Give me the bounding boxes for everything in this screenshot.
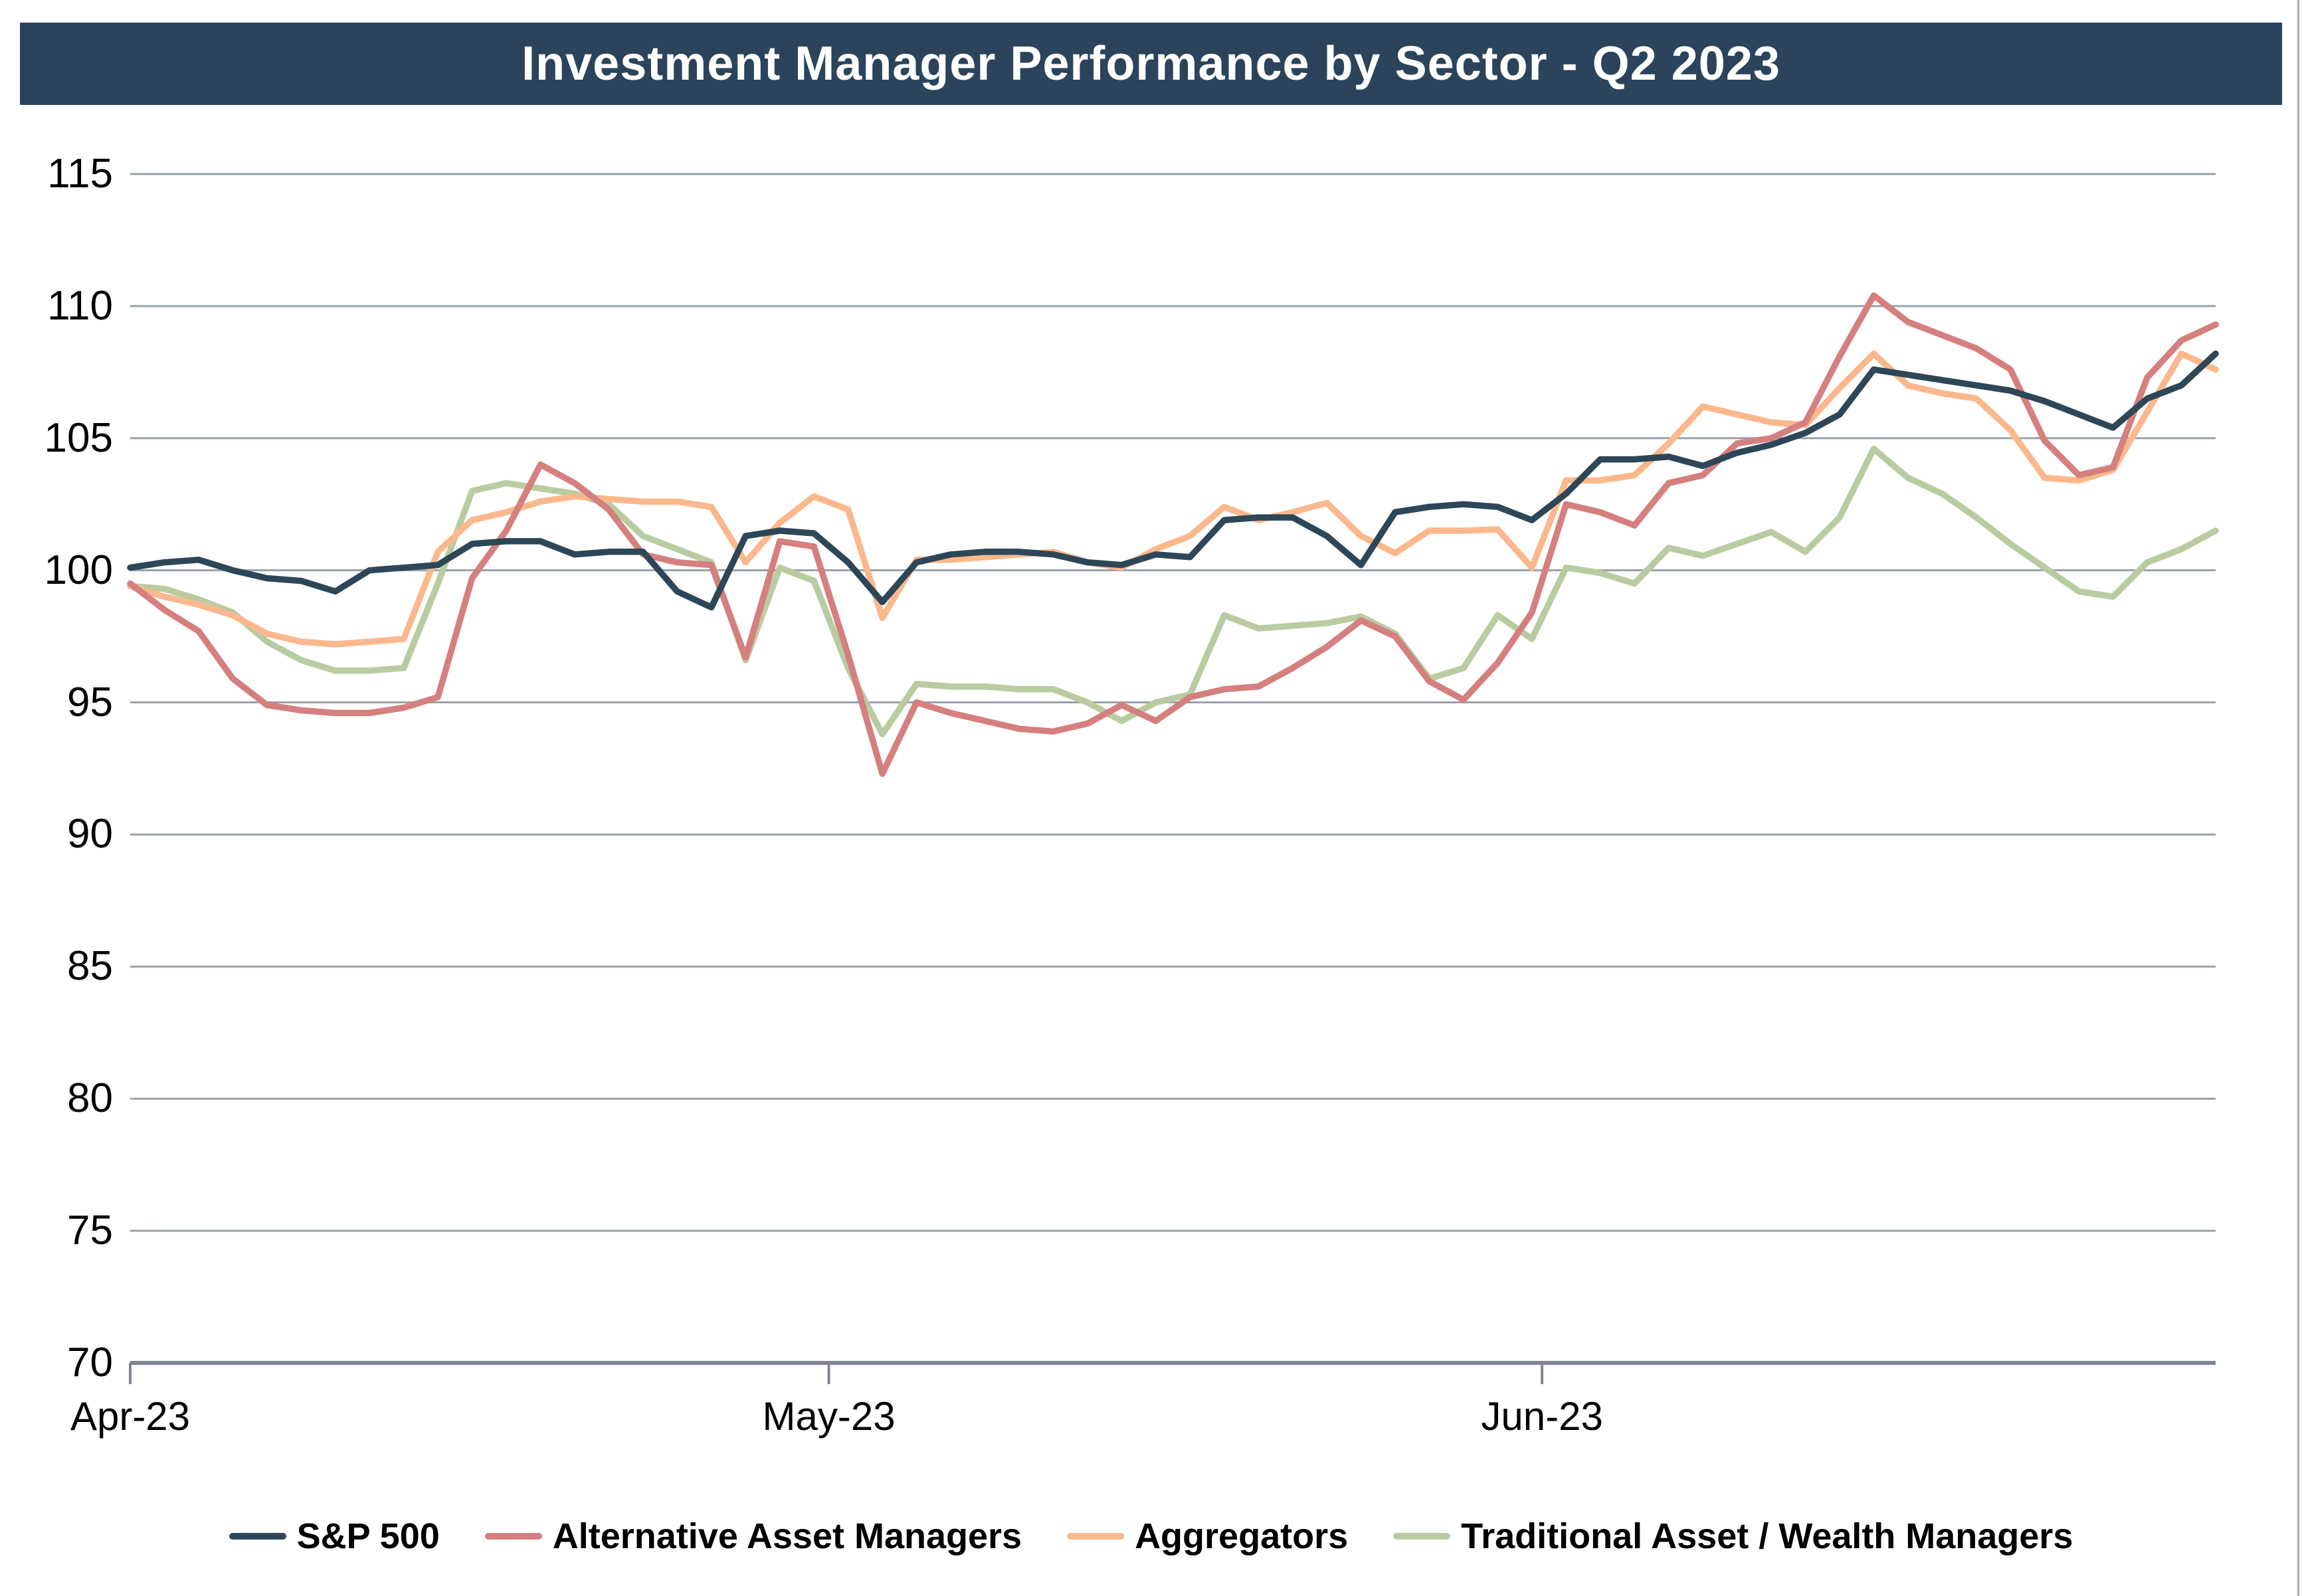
legend-line-swatch [484,1533,542,1540]
x-axis-tick-label: May-23 [762,1394,896,1439]
legend-line-swatch [1393,1533,1451,1540]
legend-item-traditional-asset-wealth-managers: Traditional Asset / Wealth Managers [1393,1516,2073,1557]
legend-item-alternative-asset-managers: Alternative Asset Managers [484,1516,1022,1557]
y-axis-tick-label: 105 [44,414,113,461]
chart-legend: S&P 500 Alternative Asset Managers Aggrega… [0,1516,2302,1557]
y-axis-tick-label: 85 [67,943,113,990]
x-axis-tick-label: Jun-23 [1481,1394,1603,1439]
y-axis-tick-label: 95 [67,679,113,725]
series-line-traditional-asset-wealth-managers [127,445,2219,738]
chart-title: Investment Manager Performance by Sector… [522,37,1780,90]
y-axis-tick-label: 80 [67,1075,113,1122]
y-axis-tick-label: 75 [67,1207,113,1254]
y-axis-tick-label: 115 [47,151,113,197]
legend-label: Alternative Asset Managers [552,1516,1022,1556]
y-axis-tick-label: 90 [67,811,113,857]
legend-line-swatch [1067,1533,1125,1540]
legend-label: Aggregators [1135,1516,1349,1556]
legend-label: S&P 500 [296,1516,440,1556]
legend-item-s-p-500: S&P 500 [229,1516,440,1557]
y-axis-tick-label: 100 [44,547,113,593]
legend-item-aggregators: Aggregators [1067,1516,1348,1557]
series-line-s-p-500 [127,350,2219,611]
chart-title-bar: Investment Manager Performance by Sector… [20,23,2282,105]
series-line-aggregators [127,350,2219,648]
legend-label: Traditional Asset / Wealth Managers [1461,1516,2073,1556]
x-axis-tick-label: Apr-23 [70,1394,191,1439]
window-right-border [2297,0,2299,1596]
y-axis-tick-label: 110 [47,282,113,329]
legend-line-swatch [229,1533,286,1540]
series-line-alternative-asset-managers [127,292,2219,777]
y-axis-tick-label: 70 [67,1340,113,1385]
